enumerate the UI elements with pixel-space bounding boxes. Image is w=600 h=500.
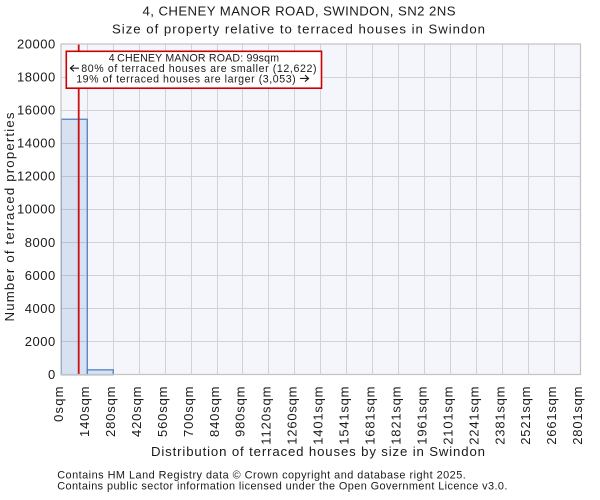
- svg-text:80% of terraced houses are sma: 80% of terraced houses are smaller (12,6…: [81, 63, 316, 75]
- svg-text:1961sqm: 1961sqm: [414, 387, 429, 445]
- svg-text:2381sqm: 2381sqm: [492, 387, 507, 445]
- svg-text:10000: 10000: [17, 202, 55, 217]
- svg-text:700sqm: 700sqm: [181, 387, 196, 438]
- svg-text:1821sqm: 1821sqm: [388, 387, 403, 445]
- svg-text:2661sqm: 2661sqm: [544, 387, 559, 445]
- svg-text:19% of terraced houses are lar: 19% of terraced houses are larger (3,053…: [76, 73, 296, 85]
- svg-text:20000: 20000: [17, 36, 55, 51]
- svg-text:4000: 4000: [25, 301, 55, 316]
- svg-text:2241sqm: 2241sqm: [466, 387, 481, 445]
- svg-text:4 CHENEY MANOR ROAD: 99sqm: 4 CHENEY MANOR ROAD: 99sqm: [109, 52, 279, 64]
- svg-text:4, CHENEY MANOR ROAD, SWINDON,: 4, CHENEY MANOR ROAD, SWINDON, SN2 2NS: [143, 4, 456, 19]
- svg-text:140sqm: 140sqm: [77, 387, 92, 438]
- svg-text:1681sqm: 1681sqm: [363, 387, 378, 445]
- svg-text:Distribution of terraced house: Distribution of terraced houses by size …: [151, 444, 485, 459]
- svg-text:420sqm: 420sqm: [129, 387, 144, 438]
- svg-text:12000: 12000: [17, 169, 55, 184]
- svg-text:2801sqm: 2801sqm: [570, 387, 585, 445]
- svg-text:8000: 8000: [25, 235, 55, 250]
- svg-text:2101sqm: 2101sqm: [440, 387, 455, 445]
- svg-text:1541sqm: 1541sqm: [337, 387, 352, 445]
- svg-text:Size of property relative to t: Size of property relative to terraced ho…: [112, 21, 485, 36]
- svg-text:280sqm: 280sqm: [103, 387, 118, 438]
- svg-text:1260sqm: 1260sqm: [285, 387, 300, 445]
- svg-text:Contains public sector informa: Contains public sector information licen…: [57, 481, 507, 493]
- svg-text:1120sqm: 1120sqm: [259, 387, 274, 445]
- svg-text:14000: 14000: [17, 136, 55, 151]
- svg-text:Contains HM Land Registry data: Contains HM Land Registry data © Crown c…: [57, 470, 466, 482]
- svg-text:840sqm: 840sqm: [207, 387, 222, 438]
- svg-text:560sqm: 560sqm: [155, 387, 170, 438]
- svg-text:0sqm: 0sqm: [51, 387, 66, 422]
- svg-text:1401sqm: 1401sqm: [311, 387, 326, 445]
- svg-text:6000: 6000: [25, 268, 55, 283]
- svg-text:16000: 16000: [17, 103, 55, 118]
- svg-text:980sqm: 980sqm: [233, 387, 248, 438]
- svg-text:2521sqm: 2521sqm: [518, 387, 533, 445]
- svg-text:2000: 2000: [25, 334, 55, 349]
- svg-text:0: 0: [48, 367, 55, 382]
- svg-text:Number of terraced properties: Number of terraced properties: [2, 112, 17, 321]
- svg-text:18000: 18000: [17, 70, 55, 85]
